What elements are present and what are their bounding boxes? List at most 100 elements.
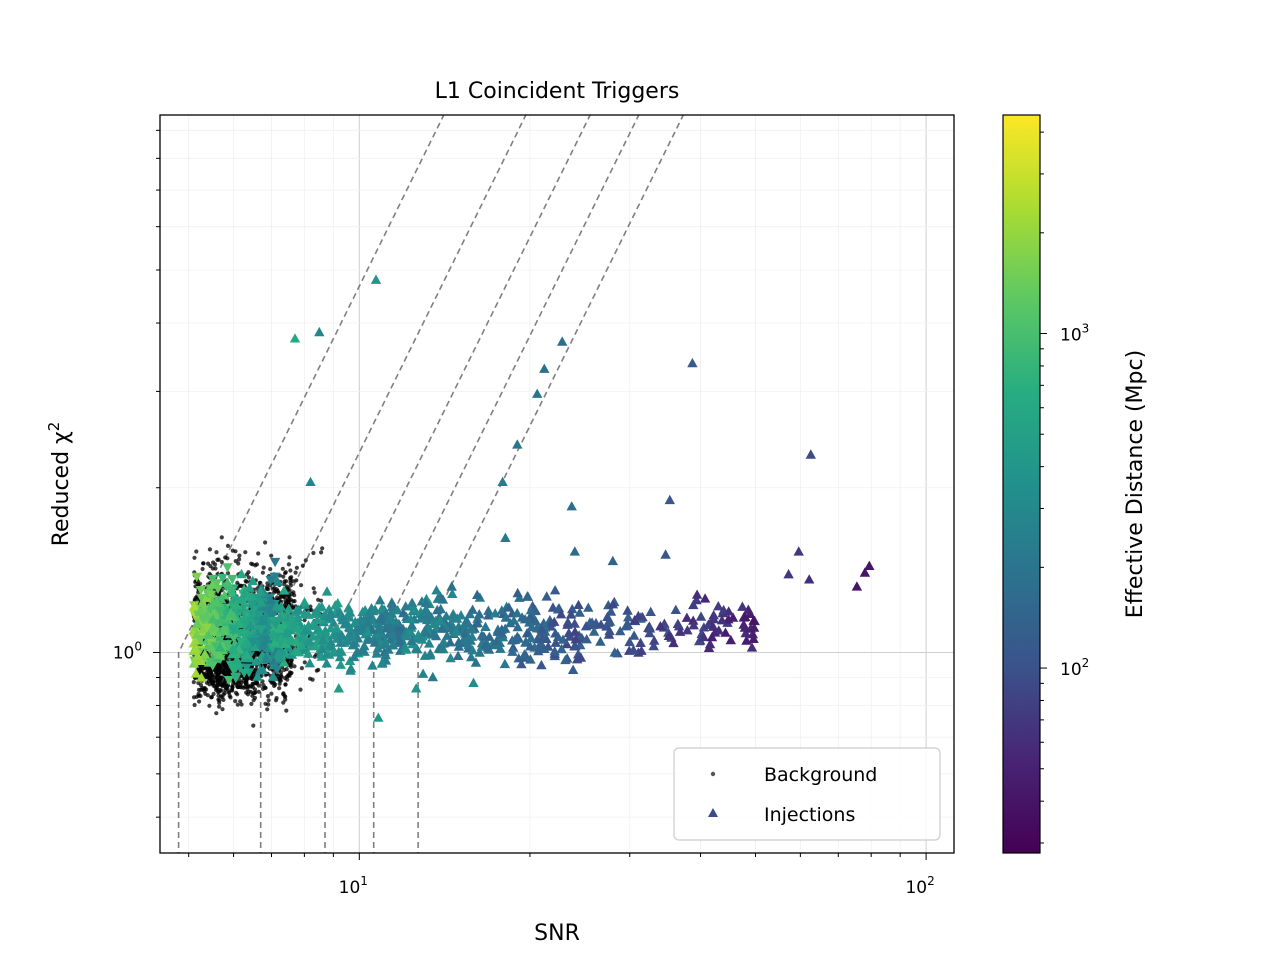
injection-point [549, 585, 561, 595]
background-point [265, 707, 270, 712]
background-point [278, 593, 284, 599]
injection-point [311, 606, 322, 616]
background-point [269, 680, 274, 685]
injection-point [539, 363, 550, 373]
injection-point [805, 449, 816, 459]
injection-point [453, 636, 464, 647]
background-point [219, 559, 224, 565]
background-point [278, 678, 283, 683]
background-point [246, 575, 252, 580]
injection-point [688, 599, 699, 610]
injection-point [223, 676, 235, 686]
injection-point [374, 619, 385, 629]
injection-point [376, 658, 388, 668]
background-point [299, 583, 304, 588]
injection-point [250, 656, 261, 666]
injection-point [574, 607, 585, 617]
injection-point [629, 615, 640, 625]
background-point [286, 673, 291, 678]
injection-point [525, 604, 537, 615]
background-point [302, 618, 307, 623]
injection-point [401, 630, 412, 641]
injection-point [500, 532, 511, 542]
injection-point [581, 634, 592, 644]
injection-point [395, 636, 406, 646]
injection-point [320, 610, 331, 620]
injection-point [648, 640, 659, 651]
x-tick-label: 102 [905, 874, 934, 898]
background-point [291, 579, 296, 584]
injection-point [376, 603, 388, 613]
background-point [283, 682, 288, 687]
injection-point [316, 644, 328, 654]
injection-point [208, 622, 219, 632]
background-point [303, 558, 308, 563]
background-point [212, 562, 218, 567]
injection-point [586, 617, 598, 627]
injection-point [435, 616, 446, 626]
background-point [292, 664, 297, 669]
injection-point [268, 671, 279, 681]
background-point [249, 701, 254, 707]
injection-point [557, 634, 569, 644]
injection-point [255, 625, 267, 635]
injection-point [199, 648, 211, 659]
background-point [251, 723, 256, 728]
injection-point [508, 642, 519, 652]
injection-point [747, 628, 758, 639]
background-point [288, 576, 293, 581]
injection-point [615, 626, 626, 636]
injection-point [385, 608, 397, 619]
background-point [283, 676, 288, 681]
background-point [265, 587, 271, 592]
injection-point [370, 274, 382, 284]
injection-point [190, 668, 202, 678]
injection-point [451, 626, 462, 636]
background-point [320, 546, 325, 551]
injection-point [190, 660, 202, 670]
background-point [225, 543, 231, 549]
background-point [226, 690, 232, 695]
background-point [252, 695, 258, 701]
injection-point [620, 621, 632, 631]
injection-point [583, 602, 594, 612]
colorbar-label: Effective Distance (Mpc) [1123, 350, 1148, 618]
injection-point [525, 641, 536, 651]
injection-point [409, 604, 420, 614]
injection-point [325, 623, 336, 633]
background-point [311, 586, 316, 591]
injection-point [851, 581, 863, 591]
injection-point [497, 476, 508, 486]
injection-point [420, 627, 432, 637]
injection-point [293, 604, 304, 614]
injection-point [254, 665, 266, 675]
injection-point [704, 638, 716, 649]
background-point [288, 568, 293, 573]
injection-point [363, 617, 374, 627]
background-point [218, 677, 223, 682]
injection-point [550, 637, 561, 647]
background-point [283, 697, 288, 702]
background-point [238, 699, 243, 704]
injection-point [225, 607, 236, 618]
injection-point [236, 568, 247, 579]
injection-point [373, 623, 384, 634]
injection-point [349, 651, 360, 662]
injection-point [292, 623, 303, 633]
background-point [191, 695, 197, 700]
background-point [214, 686, 219, 691]
injection-point [354, 622, 365, 632]
background-point [217, 704, 222, 709]
injection-point [569, 546, 580, 556]
injection-point [495, 627, 506, 637]
injection-point [384, 620, 395, 630]
injection-point [536, 659, 547, 670]
y-axis-ticks: 100 [113, 129, 160, 818]
background-point [288, 663, 293, 668]
injection-point [496, 605, 507, 615]
injection-point [255, 633, 267, 643]
injection-point [556, 643, 567, 654]
snr-contour-line [417, 115, 685, 853]
injection-point [783, 569, 794, 579]
background-point [311, 550, 316, 556]
